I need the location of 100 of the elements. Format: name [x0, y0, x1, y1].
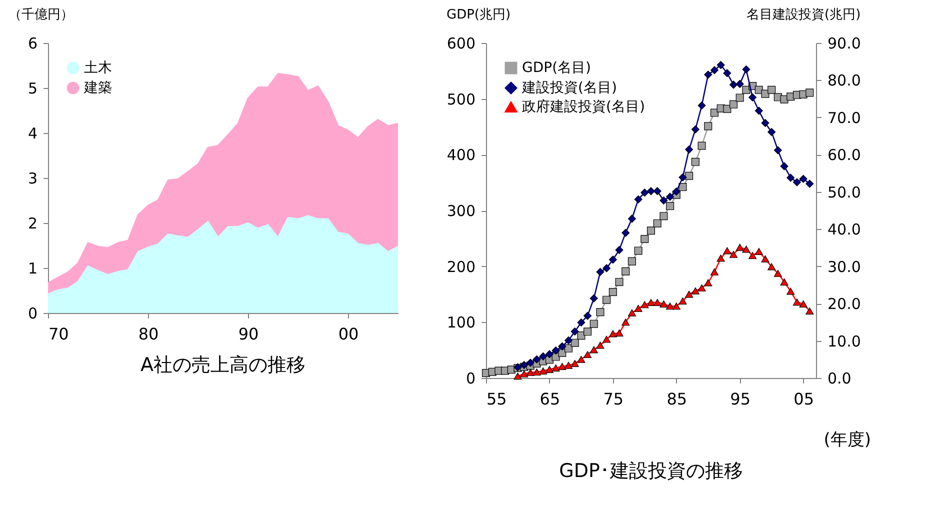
point	[723, 69, 732, 78]
point	[754, 106, 763, 115]
point	[660, 196, 668, 204]
point	[736, 94, 744, 102]
point	[698, 102, 706, 110]
point	[545, 350, 554, 358]
x-tick-label: 05	[794, 390, 814, 408]
point	[799, 300, 808, 308]
point	[780, 162, 788, 170]
y2-tick-label: 10.0	[828, 332, 861, 350]
point	[646, 187, 656, 196]
point	[526, 358, 534, 367]
point	[780, 278, 788, 286]
y-tick-label: 0	[466, 370, 476, 388]
point	[532, 368, 541, 376]
legend-label: 政府建設投資(名目)	[522, 99, 645, 115]
point	[634, 304, 642, 312]
point	[590, 320, 598, 328]
point	[754, 248, 763, 255]
point	[666, 192, 674, 201]
legend-label: 建設投資(名目)	[521, 80, 617, 96]
point	[666, 302, 674, 310]
x-tick-label: 85	[666, 390, 688, 408]
y-axis-title: （千億円）	[8, 8, 74, 22]
point	[628, 214, 636, 223]
legend-label: 建築	[83, 80, 112, 96]
y2-tick-label: 30.0	[828, 258, 861, 276]
point	[666, 202, 674, 210]
point	[672, 302, 680, 310]
text: (年度)	[824, 430, 871, 450]
x-tick-label: 95	[730, 390, 751, 408]
point	[545, 366, 554, 373]
point	[736, 244, 744, 251]
point	[685, 172, 694, 180]
y-tick-label: 0	[28, 304, 38, 322]
point	[723, 104, 732, 113]
point	[691, 287, 700, 294]
point	[653, 187, 662, 196]
point	[558, 342, 566, 350]
y-tick-label: 500	[446, 90, 476, 108]
point	[608, 330, 617, 338]
y-tick-label: 1	[28, 260, 38, 278]
point	[729, 80, 738, 89]
point	[615, 329, 624, 336]
point	[768, 263, 776, 270]
point	[640, 301, 649, 308]
point	[622, 318, 630, 326]
y-tick-label: 3	[28, 170, 38, 188]
point	[628, 257, 636, 266]
x-tick-label: 65	[540, 390, 560, 408]
point	[564, 336, 573, 344]
y-tick-label: 100	[446, 314, 476, 332]
point	[723, 247, 732, 254]
point	[646, 226, 656, 235]
point	[584, 351, 592, 358]
point	[678, 173, 687, 182]
point	[742, 65, 750, 74]
y-tick-label: 400	[446, 146, 476, 164]
y2-tick-label: 0.0	[828, 370, 852, 388]
point	[552, 364, 560, 372]
point	[577, 318, 586, 327]
y2-tick-label: 20.0	[828, 295, 861, 314]
point	[532, 355, 541, 364]
point	[615, 246, 624, 254]
point	[615, 278, 624, 286]
point	[678, 183, 687, 192]
point	[608, 288, 617, 296]
point	[590, 294, 598, 302]
y2-tick-label: 90.0	[828, 34, 861, 52]
legend-label: GDP(名目)	[522, 60, 591, 76]
point	[710, 108, 718, 117]
x-tick-label: 00	[338, 324, 359, 344]
y-tick-label: 4	[28, 124, 38, 142]
point	[634, 195, 642, 204]
x-tick-label: 90	[238, 324, 259, 344]
point	[514, 372, 522, 380]
point	[526, 368, 534, 376]
point	[552, 346, 560, 354]
y-axis-title: GDP(兆円)	[446, 8, 511, 22]
point	[558, 362, 566, 370]
point	[704, 122, 712, 130]
point	[748, 93, 757, 102]
y2-tick-label: 60.0	[828, 146, 861, 164]
y2-tick-label: 50.0	[828, 183, 861, 202]
y2-axis-title: 名目建設投資(兆円)	[746, 8, 861, 22]
point	[660, 212, 668, 220]
point	[539, 352, 548, 360]
point	[786, 174, 795, 182]
y-tick-label: 300	[446, 202, 476, 220]
point	[768, 128, 776, 136]
point	[584, 328, 592, 336]
point	[704, 279, 712, 286]
y2-tick-label: 80.0	[828, 72, 861, 90]
point	[685, 145, 694, 154]
point	[691, 158, 700, 166]
point	[602, 264, 611, 272]
point	[742, 246, 750, 253]
point	[806, 88, 814, 97]
point	[596, 308, 604, 316]
point	[678, 297, 687, 304]
